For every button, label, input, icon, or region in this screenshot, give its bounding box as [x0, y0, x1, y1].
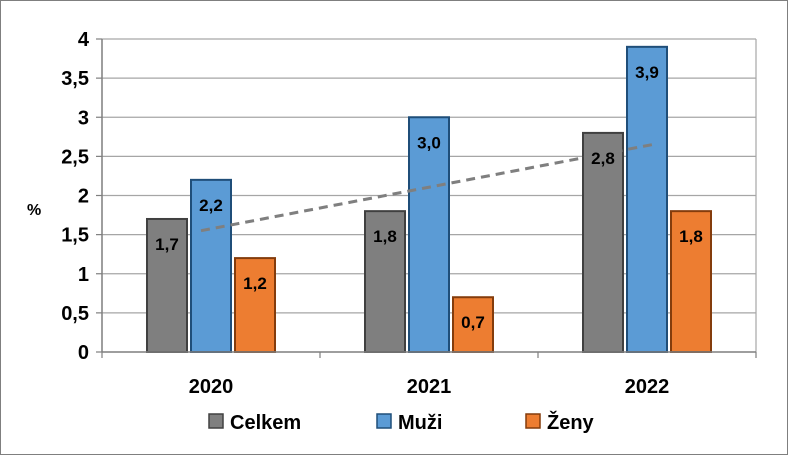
legend-swatch-celkem: [208, 413, 224, 429]
legend: Celkem Muži Ženy: [208, 410, 595, 434]
y-tick-label: 3: [78, 107, 89, 129]
y-tick-label: 2: [78, 186, 89, 208]
x-tick-label: 2022: [625, 376, 670, 398]
bars: [146, 45, 712, 354]
bar-celkem: [146, 217, 188, 353]
data-label: 3,0: [417, 133, 441, 152]
bar-muži: [408, 116, 450, 353]
axes: 0 0,5 1 1,5 2 2,5 3 3,5 4 2020 2021 2022: [61, 29, 757, 398]
y-tick-label: 2,5: [61, 146, 89, 168]
trendline-line: [200, 143, 653, 233]
y-tick-label: 1: [78, 264, 89, 286]
data-label: 3,9: [635, 63, 659, 82]
data-label: 0,7: [461, 313, 485, 332]
data-label: 1,2: [243, 274, 267, 293]
data-label: 1,8: [679, 227, 703, 246]
y-tick-label: 0,5: [61, 303, 89, 325]
y-tick-label: 0: [78, 342, 89, 364]
legend-swatch-ženy: [525, 413, 541, 429]
legend-label: Celkem: [230, 412, 301, 434]
bar-ženy: [234, 257, 276, 354]
trendline: [200, 143, 653, 233]
data-label: 2,2: [199, 196, 223, 215]
y-tick-label: 4: [78, 29, 90, 51]
data-label: 1,8: [373, 227, 397, 246]
bar-muži: [626, 45, 668, 353]
legend-label: Muži: [398, 412, 442, 434]
x-tick-label: 2020: [189, 376, 234, 398]
data-label: 1,7: [155, 235, 179, 254]
legend-label: Ženy: [547, 410, 595, 434]
y-axis-label: %: [27, 202, 41, 219]
y-tick-label: 1,5: [61, 225, 89, 247]
data-label: 2,8: [591, 149, 615, 168]
x-tick-label: 2021: [407, 376, 452, 398]
data-labels: 1,7 2,2 1,2 1,8 3,0 0,7 2,8 3,9 1,8: [155, 63, 703, 332]
legend-swatch-muži: [376, 413, 392, 429]
y-tick-label: 3,5: [61, 68, 89, 90]
